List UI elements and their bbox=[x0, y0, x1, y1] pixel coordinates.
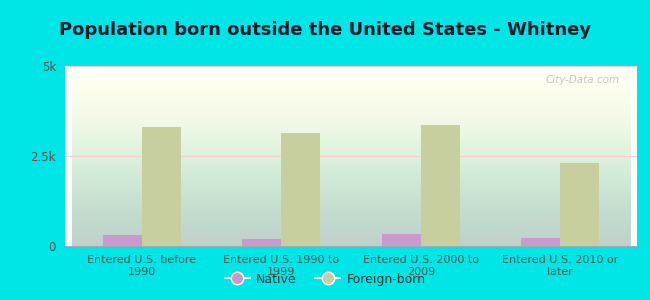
Bar bbox=[521, 238, 560, 246]
Bar bbox=[103, 235, 142, 246]
Bar bbox=[560, 163, 599, 246]
Legend: Native, Foreign-born: Native, Foreign-born bbox=[220, 268, 430, 291]
Bar bbox=[242, 239, 281, 246]
Bar bbox=[142, 127, 181, 246]
Text: City-Data.com: City-Data.com bbox=[546, 75, 620, 85]
Bar bbox=[421, 125, 460, 246]
Text: Population born outside the United States - Whitney: Population born outside the United State… bbox=[59, 21, 591, 39]
Bar bbox=[281, 133, 320, 246]
Bar bbox=[382, 235, 421, 246]
